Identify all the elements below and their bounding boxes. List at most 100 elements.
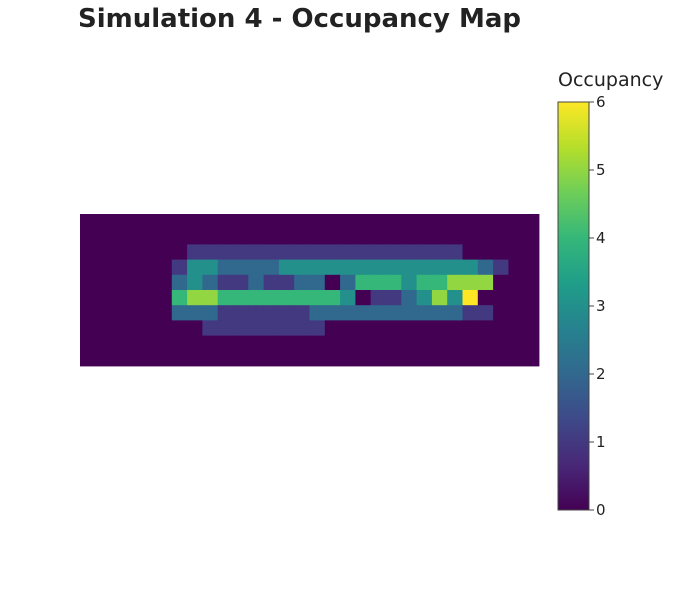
heatmap-cell <box>156 320 173 336</box>
heatmap-cell <box>110 320 127 336</box>
heatmap-cell <box>294 320 310 336</box>
heatmap-cell <box>125 350 142 367</box>
heatmap-cell <box>386 320 402 336</box>
heatmap-cell <box>263 214 280 230</box>
heatmap-cell <box>340 229 356 245</box>
heatmap-cell <box>462 214 479 230</box>
heatmap-cell <box>401 244 417 260</box>
colorbar-tick-label: 4 <box>596 229 606 247</box>
heatmap-cell <box>401 229 417 245</box>
heatmap-cell <box>355 335 372 352</box>
heatmap-cell <box>156 214 173 230</box>
heatmap-cell <box>401 320 417 336</box>
heatmap-cell <box>233 305 249 321</box>
heatmap-cell <box>263 259 280 276</box>
heatmap-cell <box>508 214 525 230</box>
heatmap-cell <box>171 290 188 306</box>
heatmap-cell <box>278 274 295 291</box>
heatmap-cell <box>477 229 494 245</box>
heatmap-cell <box>401 290 417 306</box>
heatmap-cell <box>80 305 96 321</box>
heatmap-cell <box>233 229 249 245</box>
heatmap-cell <box>508 335 525 352</box>
heatmap-cell <box>493 229 509 245</box>
heatmap-cell <box>187 214 203 230</box>
heatmap-cell <box>171 335 188 352</box>
heatmap-cell <box>217 305 234 321</box>
heatmap-cell <box>125 274 142 291</box>
colorbar-ticks: 0 1 2 3 4 5 6 <box>589 93 606 519</box>
heatmap-cell <box>202 290 219 306</box>
heatmap-cell <box>355 244 372 260</box>
colorbar-tick-label: 6 <box>596 93 606 111</box>
heatmap-cell <box>340 259 356 276</box>
heatmap-cell <box>416 259 433 276</box>
heatmap-cell <box>401 305 417 321</box>
heatmap-cell <box>523 290 540 306</box>
heatmap-cell <box>493 350 509 367</box>
heatmap-cell <box>386 214 402 230</box>
heatmap-cell <box>340 274 356 291</box>
heatmap-cell <box>386 229 402 245</box>
heatmap-cell <box>278 259 295 276</box>
heatmap-cell <box>187 259 203 276</box>
heatmap-cell <box>248 290 264 306</box>
heatmap-cell <box>187 320 203 336</box>
heatmap-cell <box>447 229 463 245</box>
heatmap-cell <box>401 259 417 276</box>
heatmap-cell <box>401 214 417 230</box>
heatmap-cell <box>508 259 525 276</box>
heatmap-cell <box>340 214 356 230</box>
heatmap-cell <box>80 290 96 306</box>
heatmap-cell <box>233 259 249 276</box>
chart-title: Simulation 4 - Occupancy Map <box>78 4 521 34</box>
heatmap-cell <box>370 274 387 291</box>
heatmap-cell <box>370 305 387 321</box>
heatmap-cell <box>95 274 111 291</box>
heatmap-cell <box>110 214 127 230</box>
heatmap-cell <box>401 335 417 352</box>
heatmap-cell <box>508 290 525 306</box>
colorbar-tick-label: 1 <box>596 433 606 451</box>
heatmap-cell <box>263 290 280 306</box>
colorbar-title: Occupancy <box>558 69 664 91</box>
heatmap-cell <box>493 244 509 260</box>
heatmap-cell <box>355 290 372 306</box>
heatmap-cell <box>493 335 509 352</box>
heatmap-cell <box>386 274 402 291</box>
heatmap-cell <box>447 274 463 291</box>
heatmap-cell <box>187 350 203 367</box>
heatmap-cell <box>431 214 448 230</box>
heatmap-cell <box>233 350 249 367</box>
heatmap-cell <box>110 290 127 306</box>
heatmap-cell <box>217 350 234 367</box>
heatmap-cell <box>416 244 433 260</box>
heatmap-cell <box>156 244 173 260</box>
heatmap-cell <box>141 229 157 245</box>
heatmap-cell <box>187 229 203 245</box>
heatmap-cell <box>141 244 157 260</box>
heatmap-cell <box>156 350 173 367</box>
heatmap-cell <box>477 259 494 276</box>
heatmap-cell <box>202 305 219 321</box>
heatmap-cell <box>447 305 463 321</box>
heatmap-cell <box>202 259 219 276</box>
heatmap-cell <box>477 305 494 321</box>
heatmap-cell <box>217 244 234 260</box>
heatmap-cell <box>309 259 326 276</box>
heatmap-cell <box>95 350 111 367</box>
heatmap-cell <box>171 229 188 245</box>
heatmap-cell <box>233 274 249 291</box>
heatmap-cell <box>294 229 310 245</box>
heatmap-cell <box>95 214 111 230</box>
heatmap-cell <box>493 305 509 321</box>
heatmap-cell <box>431 244 448 260</box>
heatmap-cell <box>110 305 127 321</box>
heatmap-cell <box>248 229 264 245</box>
heatmap-cell <box>248 274 264 291</box>
heatmap-cell <box>324 244 341 260</box>
heatmap-cell <box>125 290 142 306</box>
heatmap-cell <box>309 305 326 321</box>
heatmap-cell <box>217 214 234 230</box>
